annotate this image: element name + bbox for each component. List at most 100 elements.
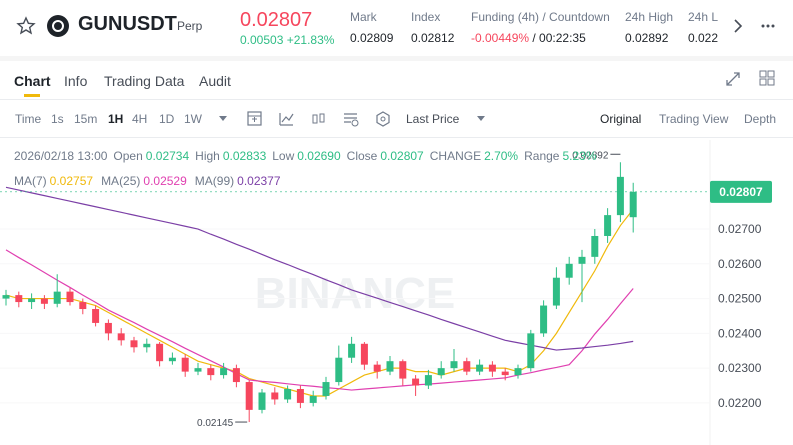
dropdown[interactable] — [475, 112, 487, 124]
candle-body — [15, 295, 23, 303]
info-label: Low — [272, 149, 295, 163]
candle-body — [271, 392, 279, 400]
candle-body — [386, 361, 394, 372]
candle-body — [296, 389, 304, 403]
candle-body — [181, 357, 189, 372]
y-tick-label: 0.02700 — [718, 222, 762, 236]
ma-legend: MA(7) 0.02757 MA(25) 0.02529 MA(99) 0.02377 — [14, 174, 281, 188]
stat-label: Mark — [350, 10, 377, 24]
badge: Perp — [177, 19, 203, 33]
candle-body — [258, 392, 266, 410]
scroll-right[interactable] — [730, 17, 746, 35]
candle-body — [284, 389, 292, 400]
ma-name: MA(7) — [14, 174, 47, 188]
y-tick-label: 0.02200 — [718, 396, 762, 410]
info-value: 0.02690 — [297, 149, 341, 163]
tab[interactable]: Trading Data — [104, 73, 185, 89]
ma-line — [5, 249, 634, 391]
info-label: High — [195, 149, 220, 163]
interval[interactable]: 1W — [184, 112, 202, 126]
stat-value: 0.022 — [688, 31, 718, 45]
view-option[interactable]: Depth — [744, 112, 777, 126]
stat-label: 24h L — [688, 10, 719, 24]
coin-logo — [47, 15, 69, 37]
dropdown[interactable] — [217, 112, 229, 124]
info-label: Range — [524, 149, 560, 163]
info-value: 5.23% — [562, 149, 597, 163]
candle-body — [591, 235, 599, 257]
high-label: 0.02892 — [572, 150, 609, 161]
interval: Time — [15, 112, 42, 126]
candle-body — [578, 256, 586, 264]
y-tick-label: 0.02300 — [718, 361, 762, 375]
tool-icons[interactable] — [246, 110, 406, 128]
y-tick-label: 0.02500 — [718, 292, 762, 306]
candle-body — [53, 291, 61, 304]
info-label: CHANGE — [429, 149, 482, 163]
candle-body — [117, 333, 125, 341]
ohlc-info: 2026/02/18 13:00 Open 0.02734 High 0.02833 Lo… — [14, 149, 597, 163]
candle-body — [501, 371, 509, 376]
info-value: 0.02734 — [145, 149, 190, 163]
info-value: 0.02807 — [380, 149, 424, 163]
interval[interactable]: 15m — [74, 112, 98, 126]
candle-body — [373, 364, 381, 372]
tab[interactable]: Audit — [199, 73, 231, 89]
candle-body — [232, 368, 240, 383]
candle-body — [629, 191, 637, 218]
stat-value-text: 0.02812 — [411, 31, 455, 45]
stat-extra: / 00:22:35 — [529, 31, 586, 45]
price-change: 0.00503 +21.83% — [240, 33, 335, 47]
candle-body — [437, 368, 445, 376]
symbol[interactable]: GUNUSDT — [78, 13, 177, 35]
candle-body — [450, 361, 458, 369]
favorite-star[interactable] — [15, 15, 37, 37]
ma-value: 0.02757 — [49, 174, 94, 188]
tab-indicator — [24, 94, 40, 97]
watermark: BINANCE — [255, 269, 455, 318]
candle-body — [399, 361, 407, 379]
interval[interactable]: 1D — [159, 112, 175, 126]
stat-value: 0.02812 — [411, 31, 454, 45]
candle-body — [220, 368, 228, 376]
price-mode[interactable]: Last Price — [406, 112, 460, 126]
stat-value-text: 0.02809 — [350, 31, 394, 45]
y-tick-label: 0.02400 — [718, 326, 762, 340]
candle-body — [424, 375, 432, 386]
divider — [0, 56, 793, 61]
view-option[interactable]: Trading View — [659, 112, 729, 126]
price: 0.02807 — [240, 9, 313, 31]
chart: BINANCE 0.02200 0.02300 0.02400 0.02500 0.026… — [0, 140, 772, 445]
interval[interactable]: 4H — [132, 112, 148, 126]
stat-label: 24h High — [625, 10, 674, 24]
price-tag — [710, 180, 772, 203]
candle-body — [565, 263, 573, 278]
stat-value-text: 0.02892 — [625, 31, 669, 45]
candle-body — [527, 333, 535, 369]
candle-body — [168, 357, 176, 362]
stat-value: -0.00449% / 00:22:35 — [471, 31, 586, 45]
stat-value: 0.02809 — [350, 31, 393, 45]
interval[interactable]: 1H — [108, 112, 124, 126]
candle-body — [360, 343, 368, 365]
tab[interactable]: Chart — [14, 73, 51, 89]
candle-body — [245, 382, 253, 410]
interval[interactable]: 1s — [51, 112, 64, 126]
ma-name: MA(25) — [101, 174, 141, 188]
tab[interactable]: Info — [64, 73, 88, 89]
candle-body — [322, 382, 330, 396]
candle-body — [412, 378, 420, 386]
candle-body — [552, 277, 560, 306]
expand[interactable] — [724, 70, 742, 88]
view-option[interactable]: Original — [600, 112, 642, 126]
candle-body — [616, 176, 624, 216]
more-menu[interactable] — [760, 18, 776, 34]
layout[interactable] — [758, 69, 776, 87]
candle-body — [540, 305, 548, 334]
candle-body — [476, 364, 484, 372]
candle-body — [92, 309, 100, 323]
candle-body — [66, 291, 74, 303]
divider — [0, 137, 793, 138]
stat-label: Funding (4h) / Countdown — [471, 10, 610, 24]
